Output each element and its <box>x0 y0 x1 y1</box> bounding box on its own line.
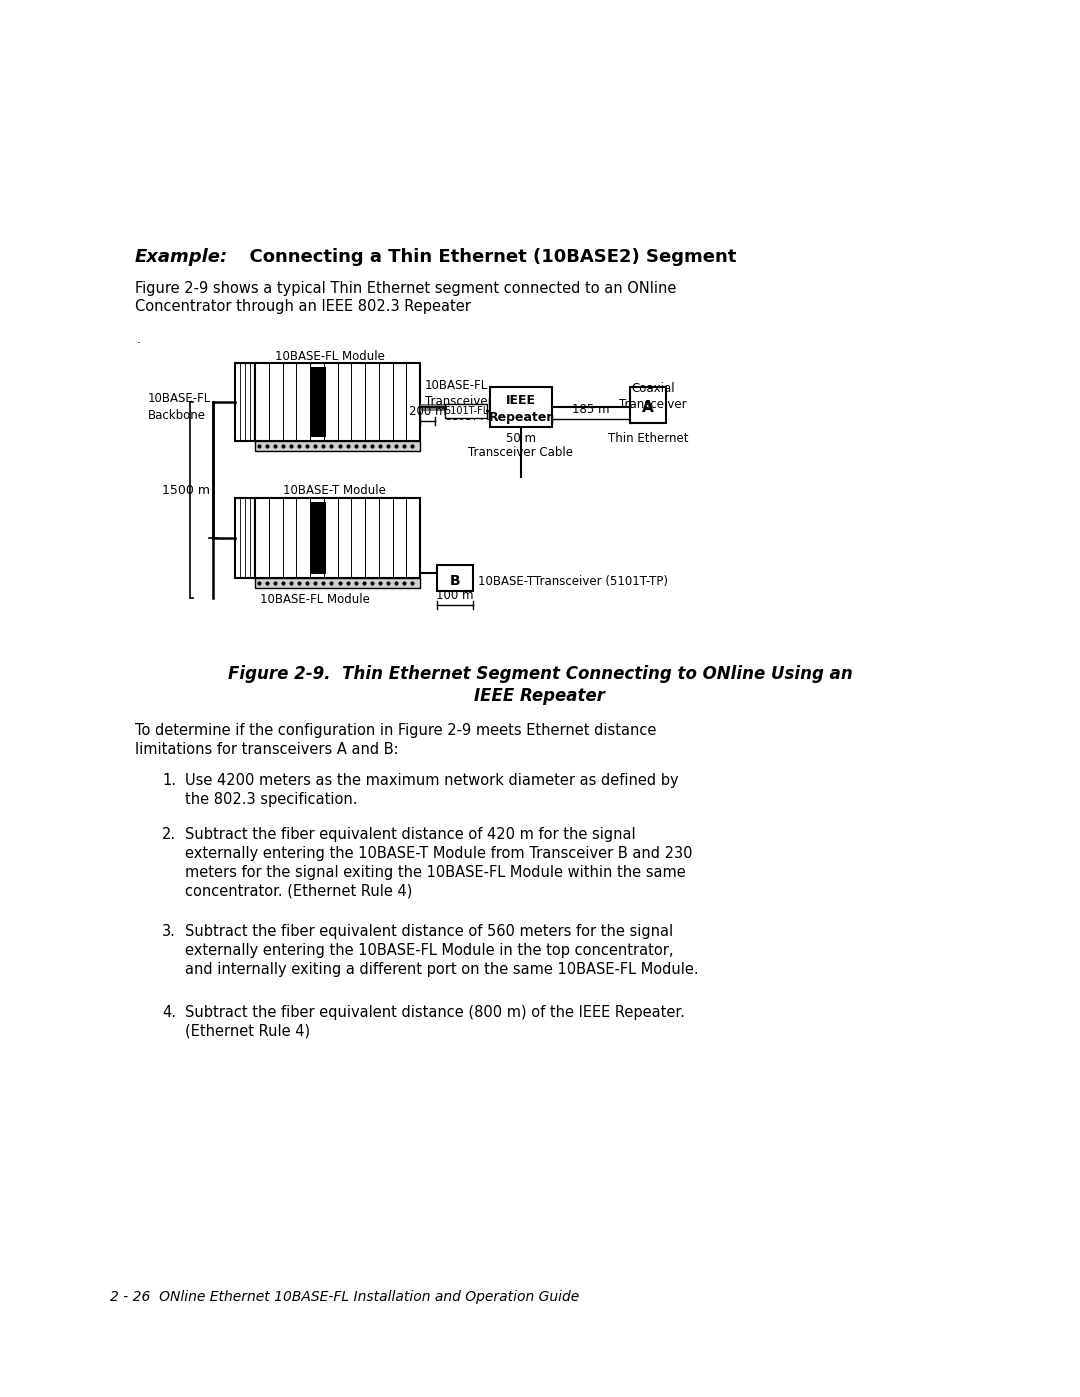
Text: IEEE
Repeater: IEEE Repeater <box>489 394 553 423</box>
Text: and internally exiting a different port on the same 10BASE-FL Module.: and internally exiting a different port … <box>185 963 699 977</box>
Text: Transceiver Cable: Transceiver Cable <box>469 446 573 460</box>
Text: 5101T-FL: 5101T-FL <box>444 407 488 416</box>
Text: .: . <box>137 332 141 346</box>
Text: To determine if the configuration in Figure 2-9 meets Ethernet distance: To determine if the configuration in Fig… <box>135 724 657 738</box>
Text: 3.: 3. <box>162 923 176 939</box>
Text: meters for the signal exiting the 10BASE-FL Module within the same: meters for the signal exiting the 10BASE… <box>185 865 686 880</box>
Text: 4.: 4. <box>162 1004 176 1020</box>
Text: 10BASE-FL Module: 10BASE-FL Module <box>275 351 384 363</box>
Text: 2 - 26  ONline Ethernet 10BASE-FL Installation and Operation Guide: 2 - 26 ONline Ethernet 10BASE-FL Install… <box>110 1289 579 1303</box>
Bar <box>310 502 326 574</box>
Text: concentrator. (Ethernet Rule 4): concentrator. (Ethernet Rule 4) <box>185 884 413 900</box>
Text: (Ethernet Rule 4): (Ethernet Rule 4) <box>185 1024 310 1039</box>
Text: Subtract the fiber equivalent distance (800 m) of the IEEE Repeater.: Subtract the fiber equivalent distance (… <box>185 1004 685 1020</box>
Text: 10BASE-T Module: 10BASE-T Module <box>283 483 386 497</box>
Text: Coaxial
Transceiver: Coaxial Transceiver <box>619 381 687 411</box>
Text: 1.: 1. <box>162 773 176 788</box>
Text: externally entering the 10BASE-T Module from Transceiver B and 230: externally entering the 10BASE-T Module … <box>185 847 692 861</box>
Bar <box>255 497 420 578</box>
Text: 2.: 2. <box>162 827 176 842</box>
Text: 5101T-FL: 5101T-FL <box>445 412 492 422</box>
Text: 185 m: 185 m <box>572 402 610 416</box>
Text: Figure 2-9 shows a typical Thin Ethernet segment connected to an ONline: Figure 2-9 shows a typical Thin Ethernet… <box>135 281 676 296</box>
Bar <box>255 441 420 451</box>
Text: the 802.3 specification.: the 802.3 specification. <box>185 792 357 807</box>
Text: Example:: Example: <box>135 249 228 265</box>
Text: 10BASE-FL Module: 10BASE-FL Module <box>260 592 369 606</box>
Text: Thin Ethernet: Thin Ethernet <box>608 432 688 446</box>
Text: Subtract the fiber equivalent distance of 560 meters for the signal: Subtract the fiber equivalent distance o… <box>185 923 673 939</box>
Bar <box>235 363 255 441</box>
Text: Connecting a Thin Ethernet (10BASE2) Segment: Connecting a Thin Ethernet (10BASE2) Seg… <box>237 249 737 265</box>
Text: Use 4200 meters as the maximum network diameter as defined by: Use 4200 meters as the maximum network d… <box>185 773 678 788</box>
Text: 10BASE-FL
Transceiver: 10BASE-FL Transceiver <box>426 379 492 408</box>
Text: 50 m: 50 m <box>507 432 536 446</box>
Text: 1500 m: 1500 m <box>162 483 210 496</box>
Bar <box>255 578 420 588</box>
Bar <box>255 363 420 441</box>
Text: limitations for transceivers A and B:: limitations for transceivers A and B: <box>135 742 399 757</box>
Text: 10BASE-TTransceiver (5101T-TP): 10BASE-TTransceiver (5101T-TP) <box>478 574 669 588</box>
Text: externally entering the 10BASE-FL Module in the top concentrator,: externally entering the 10BASE-FL Module… <box>185 943 674 958</box>
Bar <box>310 367 326 437</box>
Bar <box>437 564 473 591</box>
Bar <box>235 497 255 578</box>
Text: Figure 2-9.  Thin Ethernet Segment Connecting to ONline Using an: Figure 2-9. Thin Ethernet Segment Connec… <box>228 665 852 683</box>
Text: Subtract the fiber equivalent distance of 420 m for the signal: Subtract the fiber equivalent distance o… <box>185 827 636 842</box>
Text: Concentrator through an IEEE 802.3 Repeater: Concentrator through an IEEE 802.3 Repea… <box>135 299 471 314</box>
Bar <box>490 387 552 427</box>
Text: B: B <box>449 574 460 588</box>
Text: 10BASE-FL
Backbone: 10BASE-FL Backbone <box>148 393 212 422</box>
Bar <box>630 387 666 423</box>
Text: 200 m: 200 m <box>408 405 446 418</box>
Text: IEEE Repeater: IEEE Repeater <box>474 687 606 705</box>
Bar <box>445 404 487 418</box>
Text: 100 m: 100 m <box>436 590 474 602</box>
Text: A: A <box>643 401 653 415</box>
